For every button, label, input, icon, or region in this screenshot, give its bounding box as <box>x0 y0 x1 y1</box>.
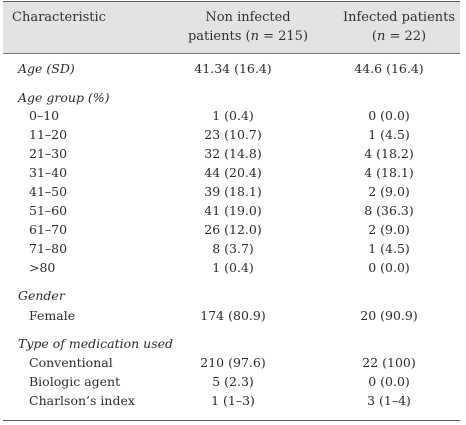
row-label: 61–70 <box>29 222 68 237</box>
row-label: Biologic agent <box>29 374 121 389</box>
table-row: 71–80 8 (3.7) 1 (4.5) <box>3 239 460 259</box>
row-label: Age (SD) <box>18 61 75 76</box>
infected-value: 0 (0.0) <box>368 374 410 389</box>
table-row: 61–70 26 (12.0) 2 (9.0) <box>3 220 460 240</box>
infected-value: 3 (1–4) <box>367 393 411 408</box>
table-row: Charlson’s index 1 (1–3) 3 (1–4) <box>3 391 460 411</box>
infected-value: 1 (4.5) <box>368 127 410 142</box>
row-label: 51–60 <box>29 203 68 218</box>
table-row: 11–20 23 (10.7) 1 (4.5) <box>3 125 460 145</box>
infected-value: 0 (0.0) <box>368 260 410 275</box>
row-label: 11–20 <box>29 127 68 142</box>
row-label: 71–80 <box>29 241 68 256</box>
table-row: >80 1 (0.4) 0 (0.0) <box>3 258 460 278</box>
infected-value: 2 (9.0) <box>368 184 410 199</box>
section-label: Type of medication used <box>18 336 174 351</box>
row-label: 21–30 <box>29 146 68 161</box>
header-non-infected: Non infected patients (n = 215) <box>187 10 309 44</box>
table-row: Biologic agent 5 (2.3) 0 (0.0) <box>3 372 460 392</box>
table-row-age-sd: Age (SD) 41.34 (16.4) 44.6 (16.4) <box>3 59 460 79</box>
row-label: >80 <box>29 260 56 275</box>
infected-value: 4 (18.1) <box>364 165 414 180</box>
row-label: 31–40 <box>29 165 68 180</box>
non-infected-value: 1 (0.4) <box>212 108 254 123</box>
row-label: 0–10 <box>29 108 60 123</box>
infected-value: 44.6 (16.4) <box>354 61 424 76</box>
section-label: Age group (%) <box>18 90 110 105</box>
non-infected-value: 1 (1–3) <box>211 393 255 408</box>
demographics-table: Characteristic Non infected patients (n … <box>3 1 460 421</box>
row-label: Female <box>29 308 76 323</box>
row-label: Conventional <box>29 355 113 370</box>
infected-value: 4 (18.2) <box>364 146 414 161</box>
table-row: 31–40 44 (20.4) 4 (18.1) <box>3 163 460 183</box>
section-label: Gender <box>18 288 65 303</box>
table-row: 21–30 32 (14.8) 4 (18.2) <box>3 144 460 164</box>
non-infected-value: 44 (20.4) <box>204 165 262 180</box>
table-section-gender: Gender <box>3 286 460 306</box>
table-row: Female 174 (80.9) 20 (90.9) <box>3 306 460 326</box>
row-label: Charlson’s index <box>29 393 135 408</box>
table-header: Characteristic Non infected patients (n … <box>3 2 460 54</box>
table-row: 41–50 39 (18.1) 2 (9.0) <box>3 182 460 202</box>
non-infected-value: 32 (14.8) <box>204 146 262 161</box>
header-infected: Infected patients (n = 22) <box>342 10 456 44</box>
non-infected-value: 8 (3.7) <box>212 241 254 256</box>
non-infected-value: 39 (18.1) <box>204 184 262 199</box>
non-infected-value: 174 (80.9) <box>200 308 266 323</box>
infected-value: 8 (36.3) <box>364 203 414 218</box>
row-label: 41–50 <box>29 184 68 199</box>
table-row: Conventional 210 (97.6) 22 (100) <box>3 353 460 373</box>
non-infected-value: 210 (97.6) <box>200 355 266 370</box>
infected-value: 1 (4.5) <box>368 241 410 256</box>
non-infected-value: 41.34 (16.4) <box>194 61 272 76</box>
table-row: 0–10 1 (0.4) 0 (0.0) <box>3 106 460 126</box>
non-infected-value: 5 (2.3) <box>212 374 254 389</box>
table-section-age-group: Age group (%) <box>3 88 460 108</box>
header-characteristic: Characteristic <box>12 10 106 25</box>
infected-value: 0 (0.0) <box>368 108 410 123</box>
infected-value: 22 (100) <box>362 355 416 370</box>
non-infected-value: 26 (12.0) <box>204 222 262 237</box>
table-section-medication: Type of medication used <box>3 334 460 354</box>
non-infected-value: 41 (19.0) <box>204 203 262 218</box>
table-row: 51–60 41 (19.0) 8 (36.3) <box>3 201 460 221</box>
infected-value: 2 (9.0) <box>368 222 410 237</box>
non-infected-value: 1 (0.4) <box>212 260 254 275</box>
infected-value: 20 (90.9) <box>360 308 418 323</box>
non-infected-value: 23 (10.7) <box>204 127 262 142</box>
